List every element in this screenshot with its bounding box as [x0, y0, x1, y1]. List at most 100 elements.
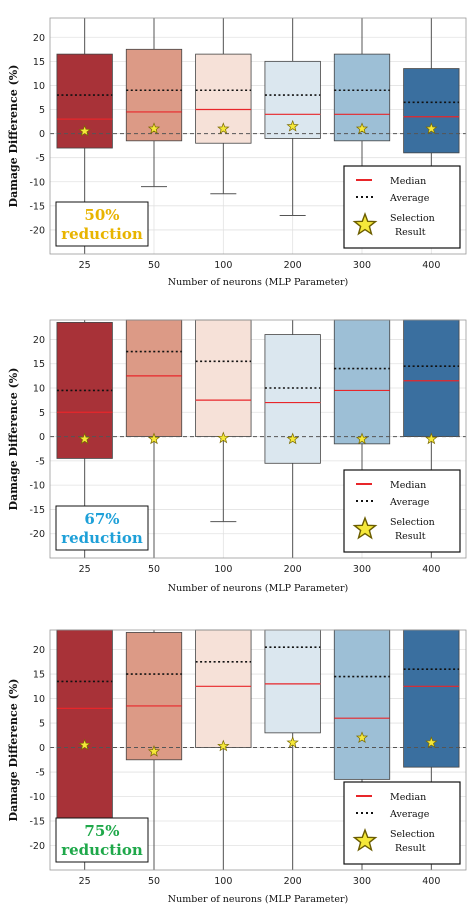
x-tick-label: 400 [422, 564, 440, 575]
x-tick-label: 200 [284, 564, 302, 575]
plot-frame [49, 319, 467, 559]
box-100 [195, 629, 252, 748]
legend-average-label: Average [389, 193, 430, 204]
legend-selection-label: Result [395, 227, 426, 238]
y-axis-title: Damage Difference (%) [7, 368, 20, 511]
selection-star [147, 432, 161, 445]
y-tick-label: -15 [29, 505, 45, 516]
box-chart-67pct: -20 -15 -10 -5 0 5 10 15 20 25 50 100 200 300 400 Numbe… [7, 319, 467, 594]
y-tick-label: 0 [39, 129, 45, 140]
selection-star [425, 122, 438, 134]
box-50 [125, 632, 183, 761]
box-25 [56, 629, 113, 819]
legend-selection-star [352, 827, 378, 852]
legend-selection-star [352, 515, 378, 540]
selection-star [425, 736, 438, 748]
x-axis-title: Number of neurons (MLP Parameter) [168, 583, 348, 594]
y-tick-label: 15 [33, 359, 45, 370]
reduction-percent: 67% [84, 510, 119, 528]
y-axis-title: Damage Difference (%) [7, 65, 20, 208]
selection-star [355, 432, 369, 445]
box-chart-50pct: -20 -15 -10 -5 0 5 10 15 20 25 50 100 200 300 400 Numbe… [7, 17, 467, 288]
y-axis-title: Damage Difference (%) [7, 679, 20, 822]
selection-star [217, 431, 230, 444]
selection-star [286, 432, 299, 445]
legend-average-label: Average [389, 497, 430, 508]
legend-selection-label: Selection [390, 829, 435, 840]
legend-selection-label: Selection [390, 517, 435, 528]
y-tick-label: 15 [33, 670, 45, 681]
legend-median-label: Median [390, 480, 426, 491]
y-tick-label: 0 [39, 432, 45, 443]
y-tick-label: 0 [39, 743, 45, 754]
x-tick-label: 400 [422, 876, 440, 887]
x-tick-label: 300 [353, 876, 371, 887]
y-tick-label: 10 [33, 384, 45, 395]
y-tick-label: -5 [36, 456, 45, 467]
x-tick-label: 50 [148, 564, 160, 575]
legend-median-label: Median [390, 176, 426, 187]
reduction-label-box [55, 817, 149, 863]
selection-star [425, 432, 438, 445]
y-tick-label: -20 [29, 225, 45, 236]
y-tick-label: 15 [33, 57, 45, 68]
y-tick-label: 5 [39, 719, 45, 730]
x-tick-label: 25 [79, 876, 91, 887]
legend-selection-label: Result [395, 843, 426, 854]
x-tick-label: 100 [214, 876, 232, 887]
y-tick-label: 20 [33, 645, 45, 656]
x-tick-label: 300 [353, 564, 371, 575]
reduction-word: reduction [61, 529, 143, 547]
y-tick-label: -10 [29, 481, 45, 492]
plot-frame [49, 17, 467, 255]
x-tick-label: 25 [79, 260, 91, 271]
legend-selection-star [352, 211, 378, 236]
x-tick-label: 200 [284, 876, 302, 887]
box-300 [333, 629, 391, 780]
x-tick-label: 25 [79, 564, 91, 575]
x-axis-title: Number of neurons (MLP Parameter) [168, 277, 348, 288]
x-tick-label: 50 [148, 260, 160, 271]
y-tick-label: -10 [29, 177, 45, 188]
plot-frame [49, 629, 467, 871]
box-chart-75pct: -20 -15 -10 -5 0 5 10 15 20 25 50 100 200 300 400 Numbe… [7, 629, 467, 905]
selection-star [78, 738, 91, 751]
y-tick-label: 20 [33, 335, 45, 346]
selection-star [286, 736, 299, 748]
selection-star [217, 122, 230, 134]
x-tick-label: 300 [353, 260, 371, 271]
y-tick-label: -10 [29, 792, 45, 803]
y-tick-label: 5 [39, 105, 45, 116]
reduction-label-box [55, 201, 149, 247]
reduction-word: reduction [61, 225, 143, 243]
x-tick-label: 400 [422, 260, 440, 271]
y-tick-label: -5 [36, 768, 45, 779]
box-300 [333, 319, 391, 445]
selection-star [355, 731, 369, 743]
reduction-label-box [55, 505, 149, 551]
selection-star [286, 119, 299, 132]
y-tick-label: -15 [29, 201, 45, 212]
selection-star [78, 432, 91, 445]
selection-star [355, 122, 369, 134]
legend-selection-label: Result [395, 531, 426, 542]
x-tick-label: 100 [214, 564, 232, 575]
y-tick-label: 10 [33, 81, 45, 92]
y-tick-label: 5 [39, 408, 45, 419]
y-tick-label: 10 [33, 694, 45, 705]
box-50 [125, 319, 183, 437]
legend-median-label: Median [390, 792, 426, 803]
box-400 [403, 68, 460, 154]
y-tick-label: -5 [36, 153, 45, 164]
selection-star [147, 745, 161, 757]
box-400 [403, 319, 460, 437]
y-tick-label: -20 [29, 529, 45, 540]
y-tick-label: -15 [29, 817, 45, 828]
box-200 [264, 629, 321, 734]
x-axis-title: Number of neurons (MLP Parameter) [168, 894, 348, 905]
x-tick-label: 200 [284, 260, 302, 271]
reduction-percent: 50% [84, 206, 119, 224]
selection-star [147, 122, 161, 134]
reduction-percent: 75% [84, 822, 119, 840]
box-200 [264, 334, 321, 464]
